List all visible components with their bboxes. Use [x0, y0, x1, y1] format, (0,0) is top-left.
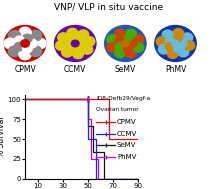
Text: PhMV: PhMV: [117, 154, 136, 160]
Text: SeMV: SeMV: [117, 142, 136, 148]
Text: PhMV: PhMV: [165, 65, 186, 74]
Text: VNP/ VLP in situ vaccine: VNP/ VLP in situ vaccine: [54, 3, 164, 12]
Text: CCMV: CCMV: [64, 65, 86, 74]
Text: CCMV: CCMV: [117, 131, 137, 137]
Text: ID8-Defb29/Vegf-a: ID8-Defb29/Vegf-a: [97, 96, 151, 101]
Text: CPMV: CPMV: [14, 65, 36, 74]
Y-axis label: % Survival: % Survival: [0, 117, 6, 157]
Text: SeMV: SeMV: [115, 65, 136, 74]
Text: CPMV: CPMV: [117, 119, 136, 125]
Text: Ovarian tumor: Ovarian tumor: [97, 107, 139, 112]
